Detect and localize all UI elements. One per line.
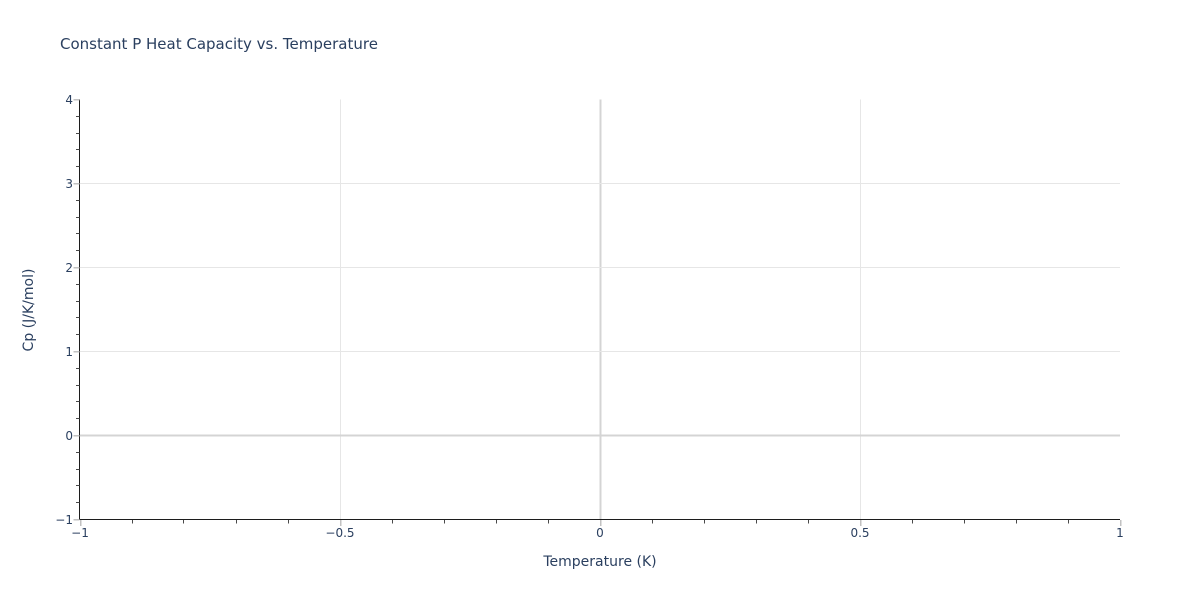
y-tick-label: −1 (55, 512, 73, 527)
x-tick-label: −0.5 (325, 525, 355, 540)
y-tick-label: 2 (65, 260, 73, 275)
chart-title: Constant P Heat Capacity vs. Temperature (60, 35, 378, 53)
x-axis-title: Temperature (K) (543, 554, 657, 570)
y-tick-label: 1 (65, 344, 73, 359)
x-tick-label: 1 (1116, 525, 1124, 540)
y-tick-label: 0 (65, 428, 73, 443)
x-tick-label: 0 (596, 525, 604, 540)
y-axis-title: Cp (J/K/mol) (21, 268, 37, 352)
x-tick-label: 0.5 (850, 525, 870, 540)
y-tick-label: 3 (65, 176, 73, 191)
x-tick-label: −1 (71, 525, 89, 540)
y-tick-label: 4 (65, 92, 73, 107)
